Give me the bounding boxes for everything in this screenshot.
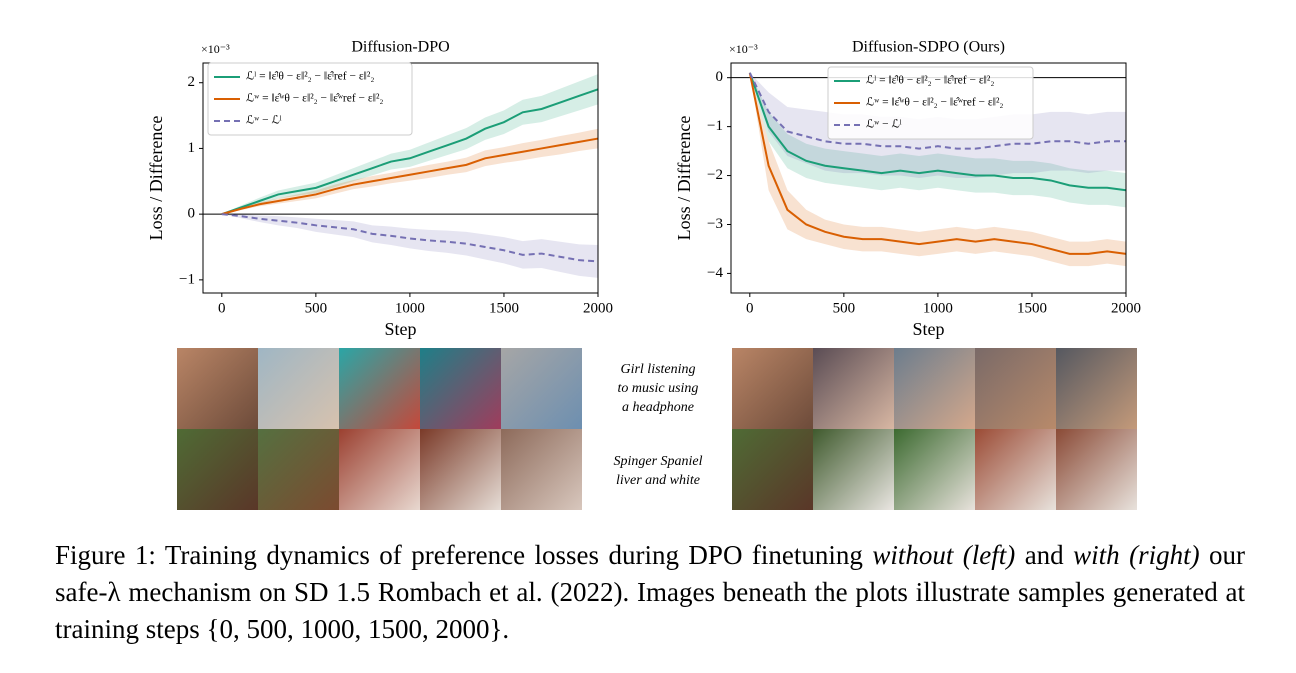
x-tick-label: 1000 — [923, 300, 953, 316]
sample-image — [258, 429, 339, 510]
sample-image — [420, 348, 501, 429]
figure: Diffusion-DPO ×10⁻³ Step Loss / Difference 0… — [146, 39, 1141, 510]
caption-text: Figure 1: Training dynamics of preferenc… — [55, 540, 873, 570]
sample-image — [501, 348, 582, 429]
figure-caption: Figure 1: Training dynamics of preferenc… — [55, 537, 1245, 648]
sample-image — [813, 429, 894, 510]
x-axis-label: Step — [912, 319, 944, 339]
y-tick-label: 0 — [716, 69, 724, 85]
legend-box — [207, 62, 413, 136]
legend-label: ℒˡ = ‖ε̂ˡθ − ε‖²₂ − ‖ε̂ˡref − ε‖²₂ — [866, 75, 994, 87]
series-line — [221, 137, 599, 216]
y-axis-label: Loss / Difference — [146, 116, 166, 241]
error-band — [221, 214, 599, 278]
series-line — [748, 72, 1127, 255]
sample-image — [894, 348, 975, 429]
sample-image — [1056, 348, 1137, 429]
sample-image — [258, 348, 339, 429]
sample-image — [420, 429, 501, 510]
series-line — [748, 72, 1126, 150]
legend-label: ℒˡ = ‖ε̂ˡθ − ε‖²₂ − ‖ε̂ˡref − ε‖²₂ — [246, 71, 374, 83]
sample-image — [732, 429, 813, 510]
x-tick-label: 1500 — [1017, 300, 1047, 316]
y-tick-label: −2 — [707, 167, 723, 183]
legend-box — [827, 66, 1034, 140]
sample-image — [177, 429, 258, 510]
x-tick-label: 2000 — [583, 300, 613, 316]
x-tick-label: 500 — [833, 300, 856, 316]
error-band — [221, 128, 599, 215]
prompt-text: Spinger Spaniel — [613, 454, 702, 469]
sample-image — [975, 348, 1056, 429]
prompt-text: a headphone — [622, 400, 694, 415]
x-tick-label: 1000 — [395, 300, 425, 316]
x-tick-label: 0 — [218, 300, 226, 316]
prompt-text: to music using — [618, 381, 699, 396]
sample-image — [177, 348, 258, 429]
sample-image — [339, 429, 420, 510]
series-line — [748, 72, 1127, 192]
y-tick-label: −3 — [707, 216, 723, 232]
sample-image — [339, 348, 420, 429]
x-tick-label: 2000 — [1111, 300, 1141, 316]
caption-italic: without (left) — [872, 540, 1016, 570]
prompt-text: liver and white — [616, 473, 700, 488]
scale-label: ×10⁻³ — [201, 42, 230, 56]
error-band — [749, 72, 1126, 208]
chart-title: Diffusion-DPO — [351, 39, 449, 56]
sample-image — [732, 348, 813, 429]
legend-label: ℒʷ = ‖ε̂ʷθ − ε‖²₂ − ‖ε̂ʷref − ε‖²₂ — [866, 97, 1003, 109]
sample-image — [1056, 429, 1137, 510]
series-line — [221, 213, 599, 263]
x-tick-label: 1500 — [489, 300, 519, 316]
sample-image — [813, 348, 894, 429]
sample-image — [894, 429, 975, 510]
caption-text: our safe-λ mechanism on SD 1.5 Rombach e… — [55, 540, 1246, 644]
sample-image — [501, 429, 582, 510]
scale-label: ×10⁻³ — [729, 42, 758, 56]
x-tick-label: 500 — [305, 300, 328, 316]
y-tick-label: 0 — [188, 206, 196, 222]
x-tick-label: 0 — [746, 300, 754, 316]
y-axis-label: Loss / Difference — [674, 116, 694, 241]
legend-label: ℒʷ − ℒˡ — [866, 119, 902, 131]
y-tick-label: 2 — [188, 74, 196, 90]
chart-title: Diffusion-SDPO (Ours) — [852, 39, 1005, 56]
plot-frame — [730, 62, 1127, 294]
error-band — [749, 72, 1126, 267]
prompt-text: Girl listening — [620, 362, 695, 377]
sample-image — [975, 429, 1056, 510]
y-tick-label: 1 — [188, 140, 196, 156]
x-axis-label: Step — [384, 319, 416, 339]
legend-label: ℒʷ = ‖ε̂ʷθ − ε‖²₂ − ‖ε̂ʷref − ε‖²₂ — [246, 93, 383, 105]
caption-italic: with (right) — [1073, 540, 1200, 570]
series-line — [221, 88, 599, 216]
y-tick-label: −4 — [707, 265, 723, 281]
y-tick-label: −1 — [707, 118, 723, 134]
caption-text: and — [1015, 540, 1074, 570]
y-tick-label: −1 — [179, 271, 195, 287]
legend-label: ℒʷ − ℒˡ — [246, 115, 282, 127]
